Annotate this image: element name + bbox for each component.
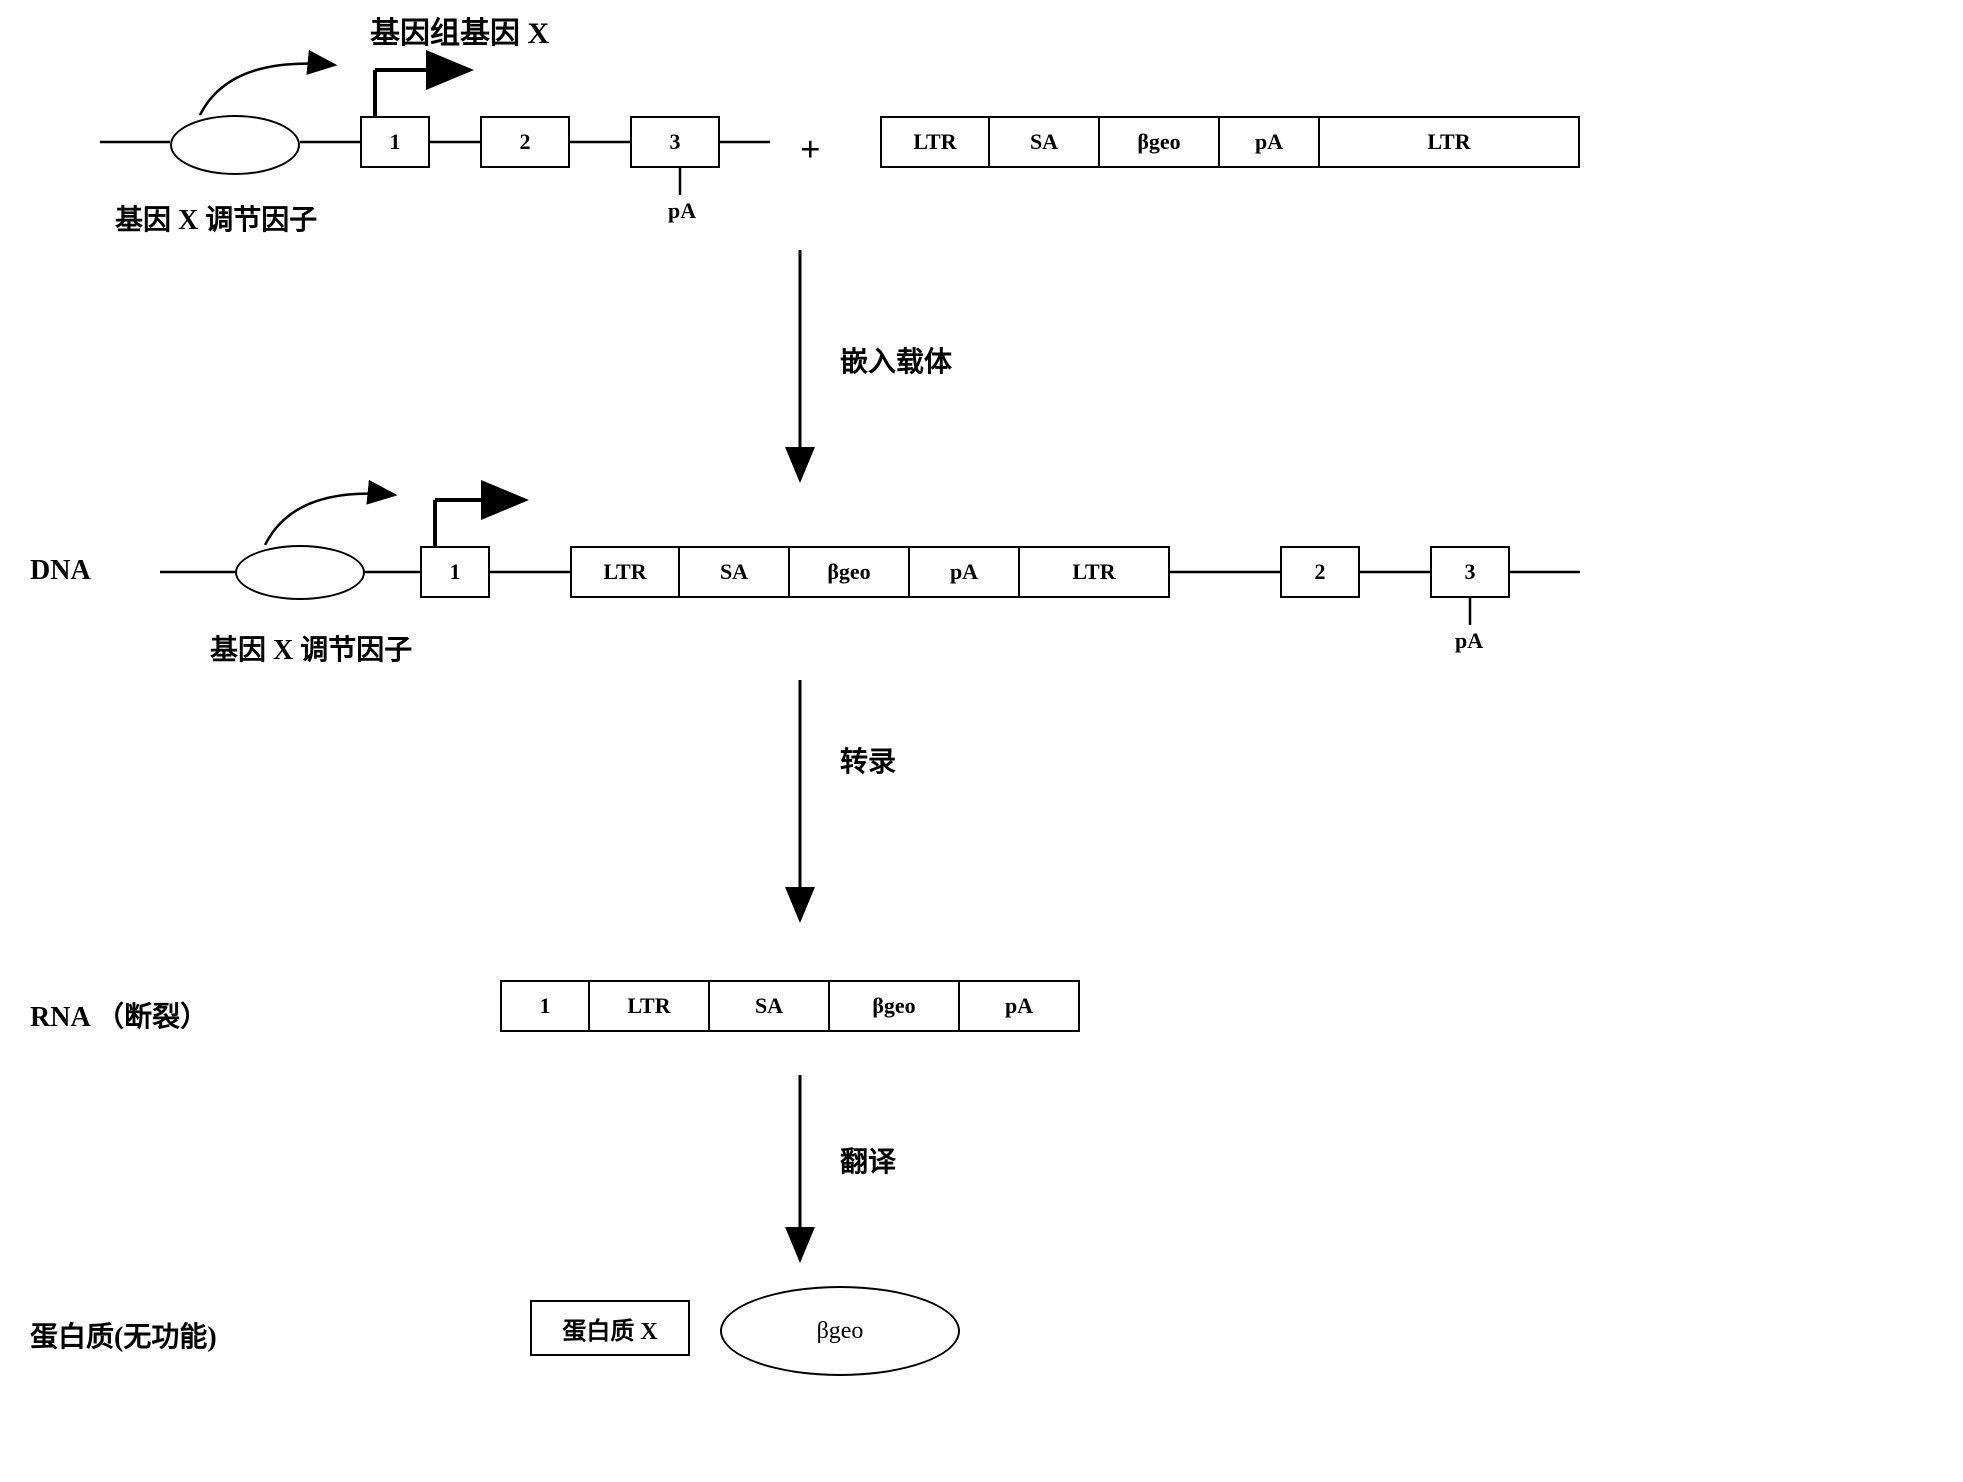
vector-pa-row1: pA bbox=[1220, 116, 1320, 168]
exon-2-row1: 2 bbox=[480, 116, 570, 168]
vector-sa-row2: SA bbox=[680, 546, 790, 598]
vector-ltr2-row1: LTR bbox=[1320, 116, 1580, 168]
vector-ltr1-row2: LTR bbox=[570, 546, 680, 598]
regulator-label-row1: 基因 X 调节因子 bbox=[115, 198, 317, 238]
rna-ltr: LTR bbox=[590, 980, 710, 1032]
vector-ltr1-row1: LTR bbox=[880, 116, 990, 168]
row-label-dna: DNA bbox=[30, 555, 91, 587]
exon-1-row1: 1 bbox=[360, 116, 430, 168]
row-label-rna: RNA （断裂） bbox=[30, 995, 208, 1035]
vector-bgeo-row1: βgeo bbox=[1100, 116, 1220, 168]
exon-3-row2: 3 bbox=[1430, 546, 1510, 598]
exon-3-row1: 3 bbox=[630, 116, 720, 168]
title-genome-gene-x: 基因组基因 X bbox=[370, 8, 549, 52]
protein-bgeo-ellipse: βgeo bbox=[720, 1286, 960, 1376]
rna-exon1: 1 bbox=[500, 980, 590, 1032]
row-label-protein: 蛋白质(无功能) bbox=[30, 1315, 217, 1355]
regulator-ellipse-row2 bbox=[235, 545, 365, 600]
vector-bgeo-row2: βgeo bbox=[790, 546, 910, 598]
rna-pa: pA bbox=[960, 980, 1080, 1032]
arrow-label-insert-vector: 嵌入载体 bbox=[840, 340, 952, 380]
regulator-ellipse-row1 bbox=[170, 115, 300, 175]
pa-label-row1: pA bbox=[668, 198, 696, 224]
vector-pa-row2: pA bbox=[910, 546, 1020, 598]
plus-sign: + bbox=[800, 128, 821, 170]
vector-sa-row1: SA bbox=[990, 116, 1100, 168]
pa-label-row2: pA bbox=[1455, 628, 1483, 654]
protein-x-box: 蛋白质 X bbox=[530, 1300, 690, 1356]
exon-1-row2: 1 bbox=[420, 546, 490, 598]
exon-2-row2: 2 bbox=[1280, 546, 1360, 598]
arrow-label-transcription: 转录 bbox=[840, 740, 896, 780]
regulator-label-row2: 基因 X 调节因子 bbox=[210, 628, 412, 668]
vector-ltr2-row2: LTR bbox=[1020, 546, 1170, 598]
rna-sa: SA bbox=[710, 980, 830, 1032]
rna-bgeo: βgeo bbox=[830, 980, 960, 1032]
arrow-label-translation: 翻译 bbox=[840, 1140, 896, 1180]
